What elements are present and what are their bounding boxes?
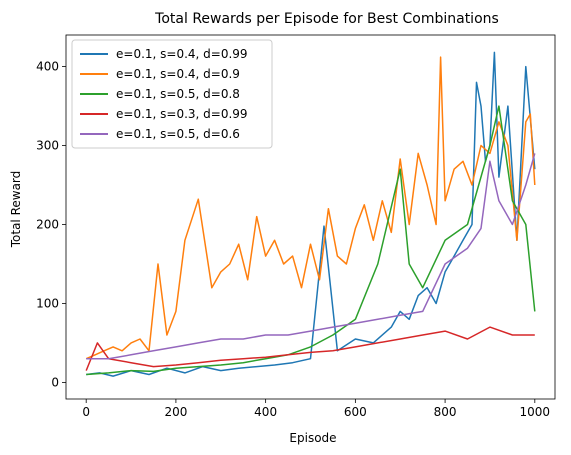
series-line-5: [86, 153, 536, 360]
legend-entry: e=0.1, s=0.4, d=0.9: [116, 67, 240, 81]
legend-entry: e=0.1, s=0.5, d=0.8: [116, 87, 240, 101]
y-tick-label: 100: [36, 296, 59, 310]
legend: e=0.1, s=0.4, d=0.99 e=0.1, s=0.4, d=0.9 e…: [71, 39, 273, 149]
legend-entry: e=0.1, s=0.4, d=0.99: [116, 47, 248, 61]
plot-frame: [65, 34, 556, 400]
x-axis-ticks: 0 200 400 600 800 1000: [82, 399, 550, 419]
legend-entry: e=0.1, s=0.3, d=0.99: [116, 107, 248, 121]
x-axis-label: Episode: [289, 431, 336, 445]
series-line-4: [85, 326, 535, 371]
series-line-3: [86, 105, 536, 376]
x-tick-label: 600: [344, 405, 367, 419]
y-axis-ticks: 0 100 200 300 400: [36, 60, 66, 389]
y-tick-label: 200: [36, 218, 59, 232]
y-tick-label: 400: [36, 60, 59, 74]
legend-entry: e=0.1, s=0.5, d=0.6: [116, 127, 240, 141]
series-line-2: [85, 56, 536, 360]
x-tick-label: 1000: [520, 405, 551, 419]
y-tick-label: 0: [51, 375, 59, 389]
y-axis-label: Total Reward: [9, 171, 23, 249]
legend-box: [71, 39, 273, 149]
series-layer: [85, 51, 536, 377]
x-tick-label: 0: [82, 405, 90, 419]
x-tick-label: 400: [254, 405, 277, 419]
y-tick-label: 300: [36, 139, 59, 153]
x-tick-label: 800: [434, 405, 457, 419]
x-tick-label: 200: [164, 405, 187, 419]
chart-title: Total Rewards per Episode for Best Combi…: [154, 11, 499, 27]
